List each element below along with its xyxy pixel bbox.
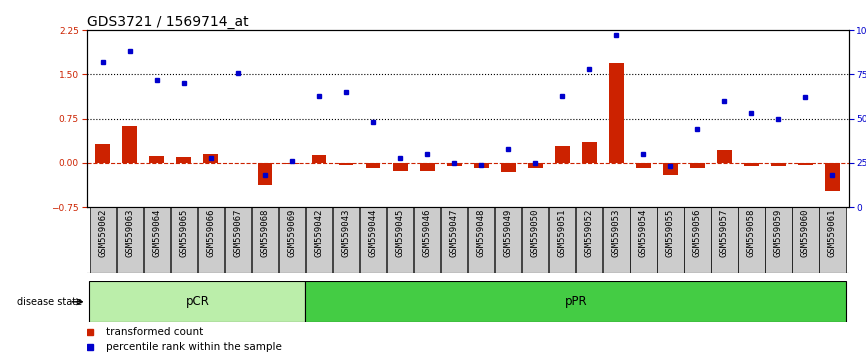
Text: GSM559059: GSM559059 [774,209,783,257]
Bar [501,163,515,172]
Bar [766,207,792,273]
Bar [468,207,494,273]
Bar [522,207,548,273]
Bar [197,207,224,273]
Bar [392,163,408,171]
Bar [576,207,603,273]
Text: GSM559061: GSM559061 [828,209,837,257]
Bar [171,207,197,273]
Bar [441,207,468,273]
Text: GSM559058: GSM559058 [746,209,756,257]
Text: GSM559060: GSM559060 [801,209,810,257]
Bar [252,207,278,273]
Bar [204,154,218,163]
Bar [312,155,326,163]
Text: GSM559046: GSM559046 [423,209,431,257]
Bar [144,207,170,273]
Bar [89,281,306,322]
Bar [89,207,116,273]
Bar [717,150,732,163]
Text: GSM559048: GSM559048 [476,209,486,257]
Bar [711,207,738,273]
Bar [549,207,576,273]
Text: GSM559042: GSM559042 [314,209,324,257]
Bar [609,63,624,163]
Bar [636,163,650,167]
Text: GSM559050: GSM559050 [531,209,540,257]
Bar [387,207,413,273]
Bar [555,146,570,163]
Bar [285,163,300,164]
Text: GSM559049: GSM559049 [504,209,513,257]
Text: GSM559068: GSM559068 [261,209,269,257]
Bar [122,126,138,163]
Bar [744,163,759,166]
Text: GSM559069: GSM559069 [288,209,296,257]
Bar [630,207,656,273]
Bar [177,157,191,163]
Bar [474,163,488,167]
Bar [771,163,785,166]
Text: GSM559056: GSM559056 [693,209,701,257]
Bar [662,163,678,175]
Text: GSM559066: GSM559066 [206,209,216,257]
Bar [414,207,440,273]
Text: GSM559063: GSM559063 [126,209,134,257]
Bar [825,163,840,191]
Text: transformed count: transformed count [106,327,203,337]
Bar [224,207,251,273]
Bar [257,163,273,185]
Bar [117,207,143,273]
Bar [365,163,380,167]
Text: GSM559062: GSM559062 [99,209,107,257]
Bar [420,163,435,171]
Bar [798,163,813,165]
Text: GSM559054: GSM559054 [639,209,648,257]
Text: GSM559065: GSM559065 [179,209,189,257]
Text: GSM559043: GSM559043 [341,209,351,257]
Bar [495,207,521,273]
Text: GDS3721 / 1569714_at: GDS3721 / 1569714_at [87,15,249,29]
Text: pPR: pPR [565,295,587,308]
Bar [684,207,711,273]
Bar [95,144,110,163]
Text: GSM559067: GSM559067 [234,209,242,257]
Text: GSM559057: GSM559057 [720,209,729,257]
Text: GSM559053: GSM559053 [611,209,621,257]
Bar [657,207,683,273]
Text: pCR: pCR [185,295,210,308]
Bar [738,207,765,273]
Bar [333,207,359,273]
Bar [339,163,353,165]
Text: disease state: disease state [17,297,82,307]
Bar [792,207,818,273]
Bar [690,163,705,167]
Bar [447,163,462,166]
Text: GSM559051: GSM559051 [558,209,566,257]
Bar [306,207,333,273]
Text: GSM559052: GSM559052 [585,209,594,257]
Bar [603,207,630,273]
Text: percentile rank within the sample: percentile rank within the sample [106,342,281,352]
Text: GSM559064: GSM559064 [152,209,161,257]
Bar [582,142,597,163]
Bar [819,207,846,273]
Text: GSM559044: GSM559044 [369,209,378,257]
Text: GSM559055: GSM559055 [666,209,675,257]
Bar [306,281,846,322]
Text: GSM559045: GSM559045 [396,209,404,257]
Bar [150,156,165,163]
Text: GSM559047: GSM559047 [449,209,459,257]
Bar [527,163,543,167]
Bar [279,207,305,273]
Bar [359,207,386,273]
